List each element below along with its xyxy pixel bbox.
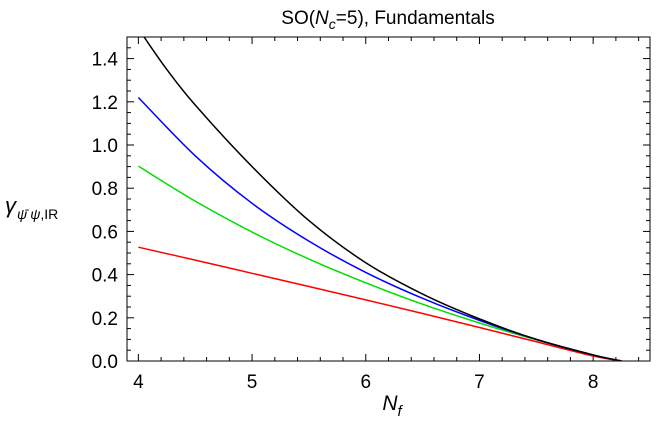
x-tick-label: 8 xyxy=(588,372,599,393)
y-tick-label: 0.0 xyxy=(92,352,118,373)
y-tick-label: 0.6 xyxy=(92,222,118,243)
series-line-4 xyxy=(143,37,622,361)
x-axis-label: Nf xyxy=(382,392,403,420)
x-tick-label: 7 xyxy=(474,372,485,393)
x-tick-label: 6 xyxy=(360,372,371,393)
tick-labels: 4 5 6 7 8 0.0 0.2 0.4 0.6 0.8 1.0 1.2 1.4 xyxy=(92,50,599,393)
y-tick-label: 1.0 xyxy=(92,136,118,157)
chart-title: SO(Nc=5), Fundamentals xyxy=(281,8,494,32)
x-tick-label: 4 xyxy=(133,372,144,393)
y-tick-label: 1.2 xyxy=(92,93,118,114)
y-tick-label: 0.2 xyxy=(92,309,118,330)
series-line-3 xyxy=(137,96,622,361)
y-tick-label: 0.8 xyxy=(92,179,118,200)
y-tick-label: 1.4 xyxy=(92,50,119,71)
y-tick-label: 0.4 xyxy=(92,266,119,287)
series-line-1 xyxy=(138,246,622,361)
series-lines xyxy=(137,37,622,361)
plot-frame xyxy=(126,36,651,362)
y-axis-label: γψ̄ ψ,IR xyxy=(5,193,58,222)
axis-ticks xyxy=(127,36,650,362)
x-tick-label: 5 xyxy=(247,372,258,393)
